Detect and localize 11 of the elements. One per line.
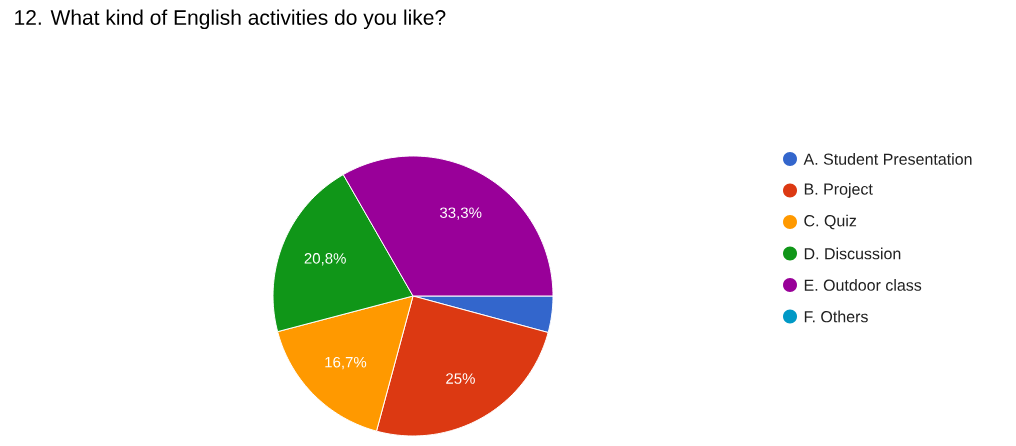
legend-label: C. Quiz (804, 214, 857, 230)
chart-title: 12. What kind of English activities do you like? (15, 9, 446, 30)
data-label: 25% (446, 373, 475, 384)
data-label: 20,8% (304, 253, 346, 266)
data-label: 33,3% (440, 207, 482, 220)
legend-label: E. Outdoor class (804, 279, 922, 291)
legend-label: D. Discussion (804, 247, 901, 260)
legend-label: B. Project (804, 183, 873, 198)
legend-label: A. Student Presentation (803, 153, 972, 165)
legend-label: F. Others (804, 310, 868, 323)
data-label: 16,7% (325, 356, 367, 370)
